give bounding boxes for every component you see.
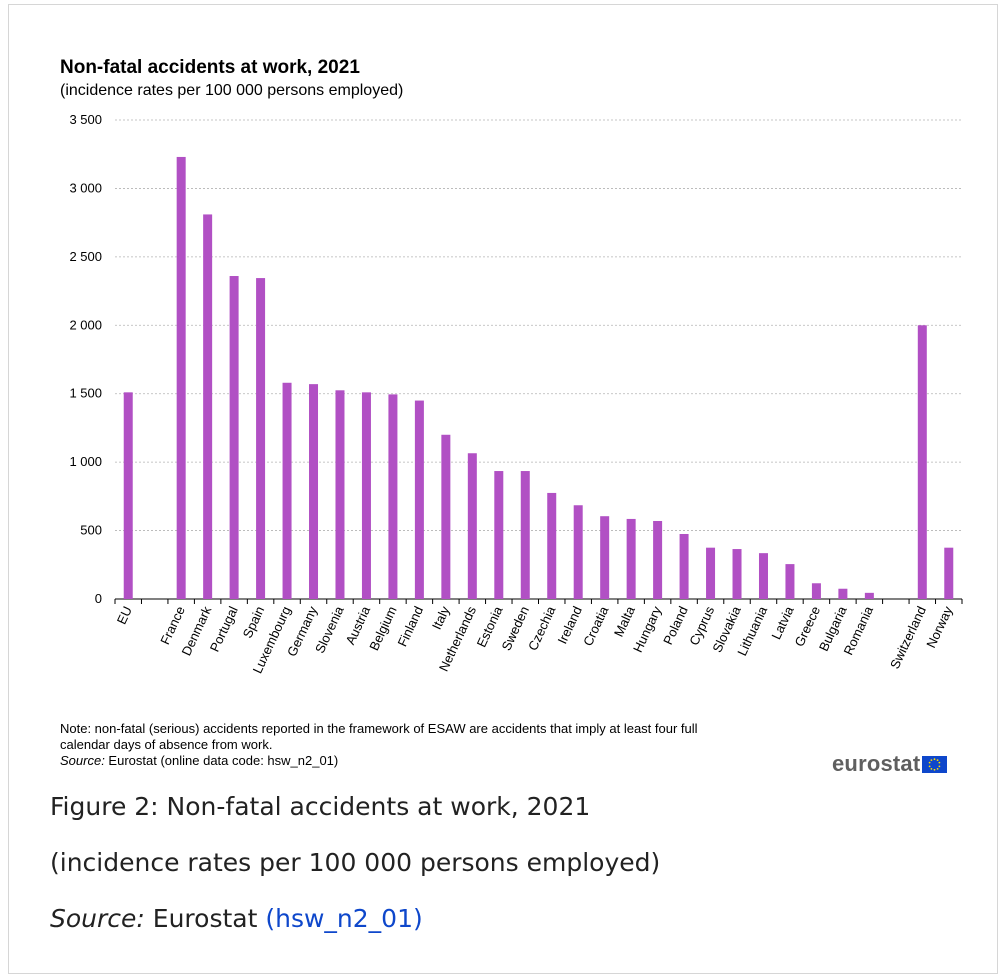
bar-italy <box>441 434 451 599</box>
bar-romania <box>864 592 874 599</box>
bar-france <box>176 156 186 600</box>
bar-germany <box>309 384 319 599</box>
x-tick-label: Italy <box>429 603 453 631</box>
bar-belgium <box>388 394 398 599</box>
chart-title: Non-fatal accidents at work, 2021 <box>60 57 360 78</box>
y-tick-label: 2 000 <box>69 317 102 332</box>
bar-norway <box>944 547 954 599</box>
bar-finland <box>414 400 424 599</box>
chart-note: Note: non-fatal (serious) accidents repo… <box>60 721 720 769</box>
bar-greece <box>811 583 821 599</box>
figure-caption-source: Source: Eurostat (hsw_n2_01) <box>50 904 423 933</box>
bar-croatia <box>600 516 610 599</box>
bar-cyprus <box>706 547 716 599</box>
bar-czechia <box>547 492 557 599</box>
bar-austria <box>361 392 371 599</box>
logo-text: eurostat <box>832 751 921 776</box>
caption-source-label: Source: <box>50 904 145 933</box>
x-tick-label: Spain <box>240 604 268 640</box>
x-tick-label: EU <box>114 604 135 627</box>
x-tick-label: Latvia <box>768 603 797 641</box>
y-tick-label: 0 <box>95 591 102 606</box>
bar-poland <box>679 533 689 599</box>
bar-denmark <box>203 214 213 599</box>
x-tick-label: Malta <box>611 603 638 639</box>
bar-malta <box>626 518 636 599</box>
bar-eu <box>123 392 133 599</box>
bar-netherlands <box>467 453 477 599</box>
note-text: Note: non-fatal (serious) accidents repo… <box>60 721 698 752</box>
chart-subtitle: (incidence rates per 100 000 persons emp… <box>60 82 404 99</box>
source-dataset-link[interactable]: (hsw_n2_01) <box>265 904 423 933</box>
y-tick-label: 1 000 <box>69 454 102 469</box>
x-tick-label: Switzerland <box>887 604 929 671</box>
bar-lithuania <box>758 553 768 599</box>
bar-estonia <box>494 471 504 599</box>
y-tick-label: 2 500 <box>69 249 102 264</box>
bar-luxembourg <box>282 382 292 599</box>
bar-latvia <box>785 564 795 599</box>
bar-slovenia <box>335 390 345 599</box>
figure-caption: Figure 2: Non-fatal accidents at work, 2… <box>50 792 591 821</box>
bar-portugal <box>229 276 239 599</box>
eu-flag-icon <box>922 755 948 773</box>
eurostat-logo: eurostat <box>832 751 948 777</box>
x-tick-label: Croatia <box>580 603 612 648</box>
bar-slovakia <box>732 549 742 599</box>
bar-bulgaria <box>838 588 848 599</box>
y-tick-label: 500 <box>80 523 102 538</box>
note-source-text: Eurostat (online data code: hsw_n2_01) <box>104 753 339 768</box>
y-tick-label: 3 000 <box>69 180 102 195</box>
figure-caption-subtitle: (incidence rates per 100 000 persons emp… <box>50 848 661 877</box>
caption-source-name: Eurostat <box>144 904 266 933</box>
bar-sweden <box>520 471 530 599</box>
bar-switzerland <box>917 325 927 599</box>
bar-ireland <box>573 505 583 599</box>
bar-hungary <box>653 520 663 599</box>
y-tick-label: 3 500 <box>69 112 102 127</box>
bar-spain <box>256 278 266 599</box>
y-tick-label: 1 500 <box>69 386 102 401</box>
note-source-label: Source: <box>60 753 105 768</box>
